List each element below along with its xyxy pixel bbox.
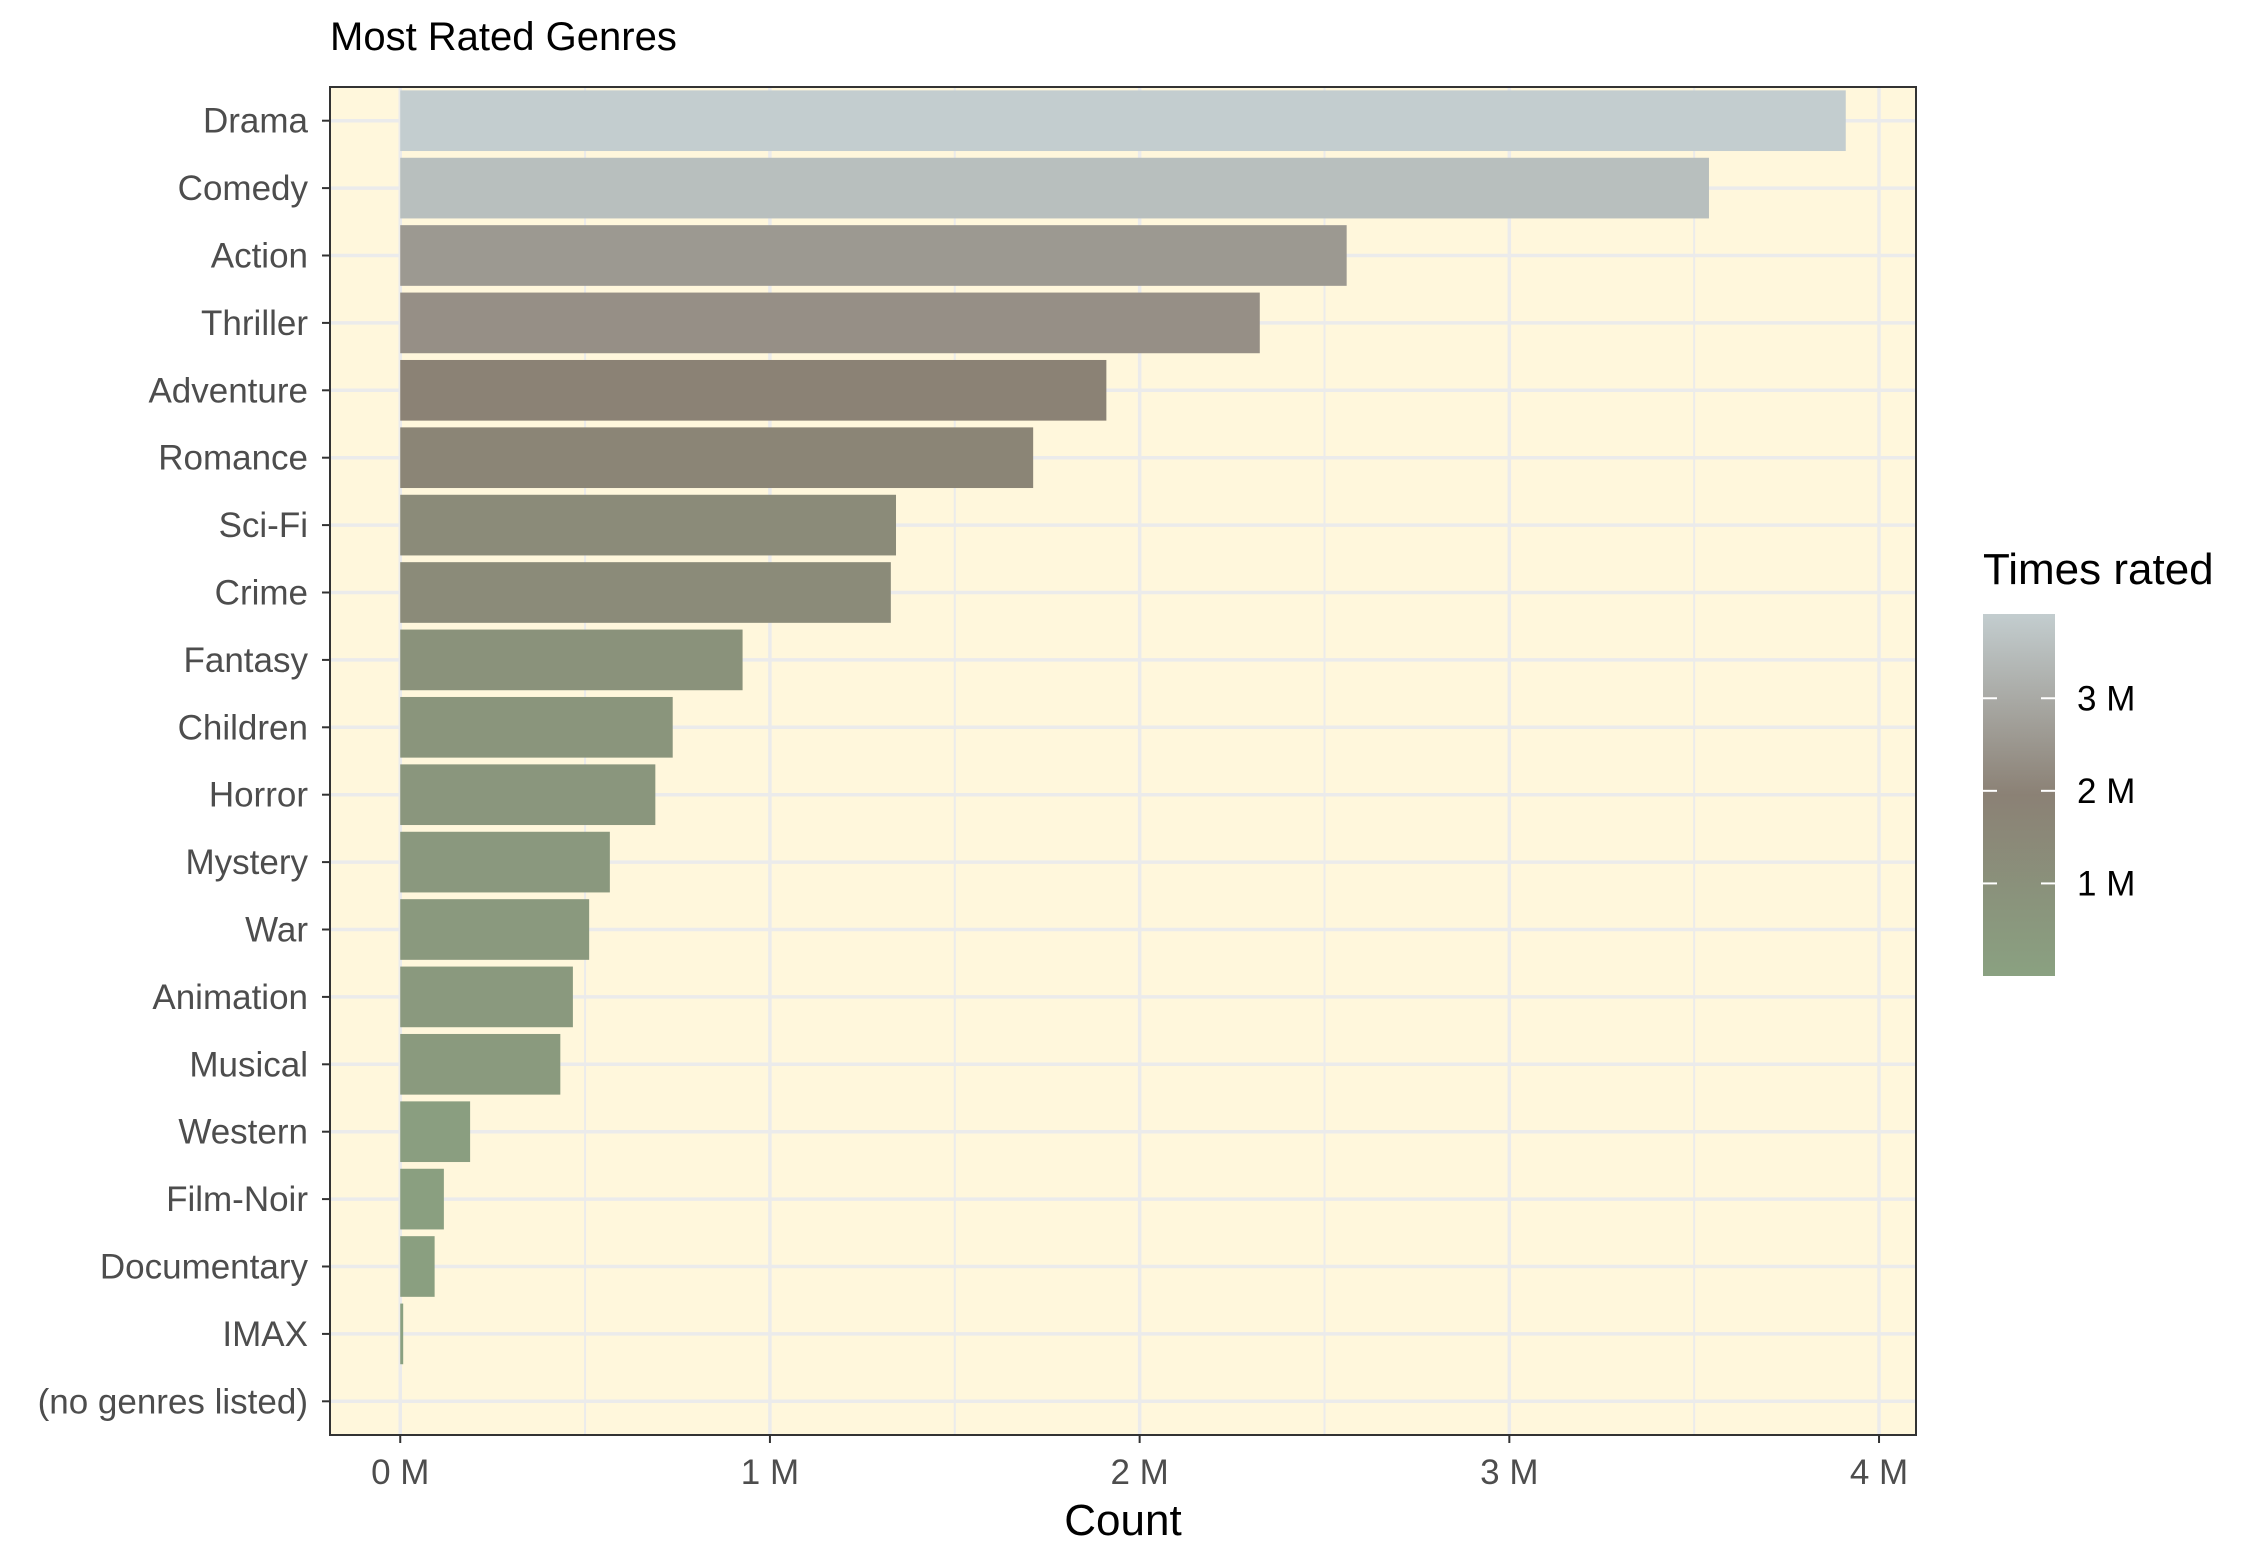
bar [400, 630, 742, 691]
y-tick-label: Crime [215, 574, 308, 613]
x-tick-label: 4 M [1850, 1453, 1908, 1492]
bar [400, 697, 672, 758]
y-tick-label: (no genres listed) [38, 1382, 308, 1421]
y-tick-label: Fantasy [184, 641, 309, 680]
y-tick-label: Children [178, 708, 308, 747]
x-tick-label: 2 M [1110, 1453, 1168, 1492]
bar [400, 293, 1260, 354]
y-tick-label: Thriller [201, 304, 308, 343]
legend-title: Times rated [1983, 545, 2214, 594]
y-tick-label: Musical [189, 1045, 308, 1084]
legend-tick-label: 3 M [2077, 679, 2135, 718]
y-tick-label: War [245, 911, 308, 950]
legend: Times rated 1 M 2 M 3 M [1983, 545, 2214, 976]
bar [400, 1034, 560, 1095]
x-tick-label: 0 M [371, 1453, 429, 1492]
bar [400, 90, 1846, 151]
bar [400, 832, 610, 893]
x-tick-label: 3 M [1480, 1453, 1538, 1492]
y-tick-label: Documentary [100, 1248, 309, 1287]
bar [400, 1304, 403, 1365]
y-tick-label: Adventure [148, 371, 308, 410]
y-tick-label: Film-Noir [166, 1180, 308, 1219]
bar [400, 1101, 470, 1162]
bar [400, 1236, 434, 1297]
y-tick-label: IMAX [222, 1315, 308, 1354]
y-tick-label: Sci-Fi [219, 506, 308, 545]
bar [400, 495, 896, 556]
bar [400, 967, 573, 1028]
y-tick-label: Horror [209, 776, 309, 815]
legend-tick-label: 2 M [2077, 772, 2135, 811]
plot-panel [330, 87, 1916, 1435]
bar [400, 427, 1033, 488]
y-tick-label: Animation [152, 978, 308, 1017]
bar [400, 225, 1346, 286]
y-tick-label: Comedy [178, 169, 309, 208]
bar [400, 360, 1106, 421]
y-tick-label: Mystery [186, 843, 309, 882]
y-tick-label: Action [211, 237, 308, 276]
x-axis-title: Count [1064, 1496, 1181, 1545]
bar [400, 899, 589, 960]
y-tick-labels: Drama Comedy Action Thriller Adventure Romanc… [38, 102, 330, 1422]
bar [400, 562, 891, 623]
x-tick-labels: 0 M 1 M 2 M 3 M 4 M [371, 1435, 1908, 1492]
bar [400, 158, 1709, 219]
chart-title: Most Rated Genres [330, 15, 677, 59]
bar [400, 764, 655, 825]
legend-colorbar [1983, 614, 2055, 976]
bar [400, 1169, 444, 1230]
y-tick-label: Western [178, 1113, 308, 1152]
y-tick-label: Drama [203, 102, 309, 141]
x-tick-label: 1 M [741, 1453, 799, 1492]
legend-tick-label: 1 M [2077, 864, 2135, 903]
y-tick-label: Romance [158, 439, 308, 478]
